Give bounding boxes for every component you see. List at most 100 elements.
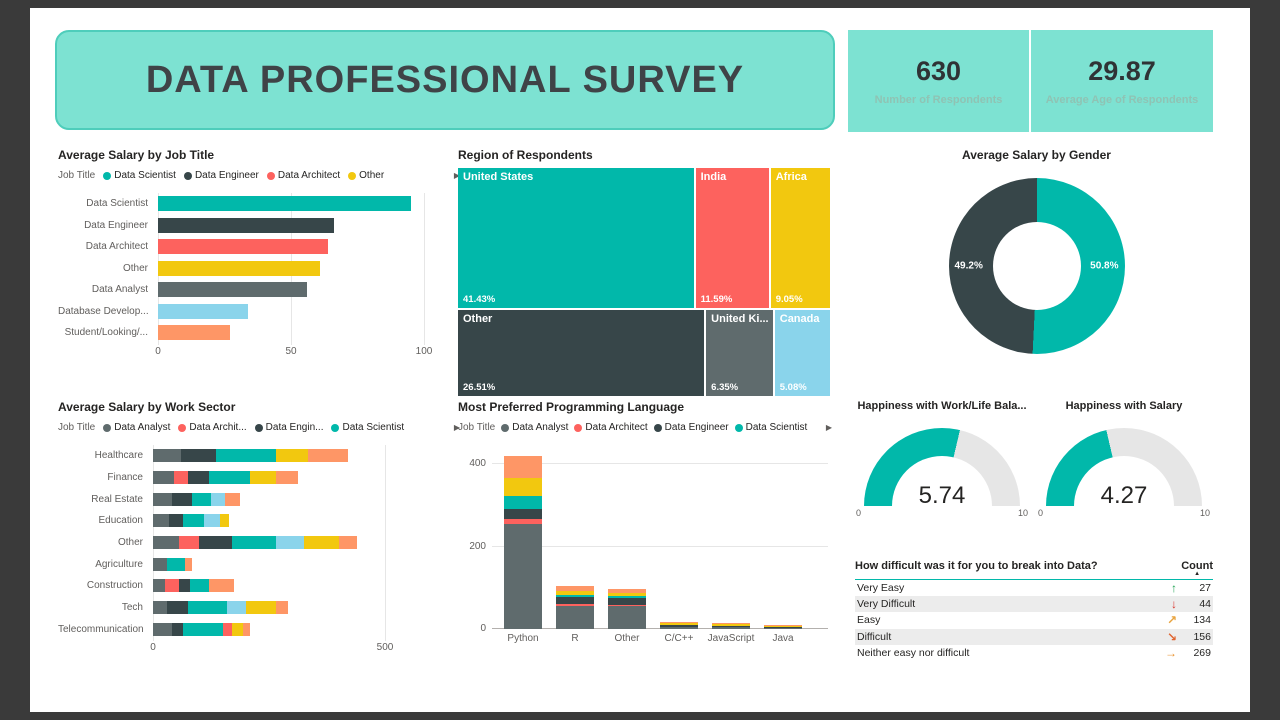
bar-segment[interactable] bbox=[215, 449, 276, 463]
legend-item[interactable]: Data Engineer bbox=[183, 170, 259, 181]
bar-segment[interactable] bbox=[275, 601, 289, 615]
bar[interactable] bbox=[158, 260, 321, 276]
bar-segment[interactable] bbox=[245, 601, 276, 615]
column-segment[interactable] bbox=[608, 598, 646, 605]
legend-scroll-chevron-icon[interactable]: ▶ bbox=[453, 423, 460, 432]
stacked-column[interactable] bbox=[504, 455, 542, 629]
stacked-bar[interactable] bbox=[153, 557, 385, 571]
bar-segment[interactable] bbox=[153, 557, 167, 571]
bar-segment[interactable] bbox=[208, 471, 251, 485]
stacked-bar[interactable] bbox=[153, 514, 385, 528]
bar-segment[interactable] bbox=[153, 601, 167, 615]
bar[interactable] bbox=[158, 217, 334, 233]
bar-segment[interactable] bbox=[338, 536, 358, 550]
sort-ascending-icon[interactable]: ▲ bbox=[1194, 571, 1201, 577]
column-segment[interactable] bbox=[660, 626, 698, 629]
column-segment[interactable] bbox=[504, 478, 542, 497]
table-row[interactable]: Neither easy nor difficult → 269 bbox=[855, 645, 1213, 661]
bar-segment[interactable] bbox=[153, 471, 174, 485]
column-segment[interactable] bbox=[660, 622, 698, 624]
bar-segment[interactable] bbox=[153, 449, 181, 463]
bar-segment[interactable] bbox=[224, 492, 241, 506]
bar-segment[interactable] bbox=[183, 622, 223, 636]
column-segment[interactable] bbox=[712, 624, 750, 626]
bar-segment[interactable] bbox=[204, 514, 221, 528]
treemap-cell-united-ki-[interactable]: United Ki... 6.35% bbox=[706, 310, 773, 396]
stacked-column[interactable] bbox=[608, 589, 646, 629]
bar[interactable] bbox=[158, 325, 230, 341]
treemap-cell-india[interactable]: India 11.59% bbox=[695, 168, 769, 309]
stacked-bar[interactable] bbox=[153, 622, 385, 636]
bar-segment[interactable] bbox=[190, 579, 209, 593]
bar-segment[interactable] bbox=[153, 514, 170, 528]
bar-segment[interactable] bbox=[171, 492, 193, 506]
column-segment[interactable] bbox=[504, 518, 542, 524]
bar[interactable] bbox=[158, 239, 329, 255]
column-segment[interactable] bbox=[556, 596, 594, 605]
legend-item[interactable]: Data Analyst bbox=[501, 422, 568, 433]
bar-segment[interactable] bbox=[187, 471, 209, 485]
bar-segment[interactable] bbox=[303, 536, 339, 550]
column-segment[interactable] bbox=[504, 508, 542, 519]
table-row[interactable]: Very Difficult ↓ 44 bbox=[855, 596, 1213, 613]
bar-segment[interactable] bbox=[187, 601, 228, 615]
bar-segment[interactable] bbox=[185, 557, 193, 571]
column-segment[interactable] bbox=[712, 623, 750, 625]
bar[interactable] bbox=[158, 282, 307, 298]
bar-segment[interactable] bbox=[164, 579, 179, 593]
legend-item[interactable]: Data Engineer bbox=[653, 422, 729, 433]
legend-item[interactable]: Data Analyst bbox=[103, 422, 170, 433]
column-segment[interactable] bbox=[764, 625, 802, 627]
column-segment[interactable] bbox=[764, 626, 802, 628]
count-column-header[interactable]: Count ▲ bbox=[1181, 560, 1213, 577]
legend-item[interactable]: Other bbox=[348, 170, 384, 181]
bar-segment[interactable] bbox=[173, 471, 188, 485]
stacked-bar[interactable] bbox=[153, 601, 385, 615]
bar-segment[interactable] bbox=[166, 601, 188, 615]
column-segment[interactable] bbox=[764, 627, 802, 629]
column-segment[interactable] bbox=[608, 596, 646, 599]
bar[interactable] bbox=[158, 303, 249, 319]
bar-segment[interactable] bbox=[180, 449, 216, 463]
column-segment[interactable] bbox=[504, 496, 542, 509]
legend-item[interactable]: Data Archit... bbox=[178, 422, 247, 433]
bar-segment[interactable] bbox=[153, 536, 179, 550]
column-segment[interactable] bbox=[556, 585, 594, 591]
bar-segment[interactable] bbox=[243, 622, 251, 636]
bar[interactable] bbox=[158, 196, 411, 212]
stacked-bar[interactable] bbox=[153, 449, 385, 463]
bar-segment[interactable] bbox=[227, 601, 246, 615]
gender-donut[interactable]: 49.2% 50.8% bbox=[948, 178, 1125, 354]
column-segment[interactable] bbox=[608, 604, 646, 607]
column-segment[interactable] bbox=[608, 589, 646, 594]
stacked-column[interactable] bbox=[556, 585, 594, 629]
table-row[interactable]: Very Easy ↑ 27 bbox=[855, 580, 1213, 596]
bar-segment[interactable] bbox=[199, 536, 232, 550]
legend-scroll-chevron-icon[interactable]: ▶ bbox=[825, 423, 832, 432]
treemap-cell-other[interactable]: Other 26.51% bbox=[458, 310, 705, 396]
bar-segment[interactable] bbox=[153, 492, 172, 506]
bar-segment[interactable] bbox=[308, 449, 348, 463]
column-segment[interactable] bbox=[608, 593, 646, 597]
column-segment[interactable] bbox=[504, 455, 542, 479]
bar-segment[interactable] bbox=[250, 471, 276, 485]
column-segment[interactable] bbox=[712, 625, 750, 627]
bar-segment[interactable] bbox=[210, 492, 225, 506]
bar-segment[interactable] bbox=[231, 622, 244, 636]
legend-item[interactable]: Data Scientist bbox=[331, 422, 404, 433]
bar-segment[interactable] bbox=[153, 579, 165, 593]
bar-segment[interactable] bbox=[275, 449, 309, 463]
column-segment[interactable] bbox=[504, 523, 542, 629]
stacked-bar[interactable] bbox=[153, 579, 385, 593]
stacked-column[interactable] bbox=[660, 622, 698, 629]
bar-segment[interactable] bbox=[178, 579, 191, 593]
column-segment[interactable] bbox=[556, 606, 594, 629]
stacked-bar[interactable] bbox=[153, 471, 385, 485]
bar-segment[interactable] bbox=[231, 536, 276, 550]
bar-segment[interactable] bbox=[171, 622, 184, 636]
legend-item[interactable]: Data Scientist bbox=[734, 422, 807, 433]
treemap-cell-canada[interactable]: Canada 5.08% bbox=[774, 310, 830, 396]
bar-segment[interactable] bbox=[153, 622, 172, 636]
column-segment[interactable] bbox=[764, 626, 802, 627]
stacked-bar[interactable] bbox=[153, 492, 385, 506]
